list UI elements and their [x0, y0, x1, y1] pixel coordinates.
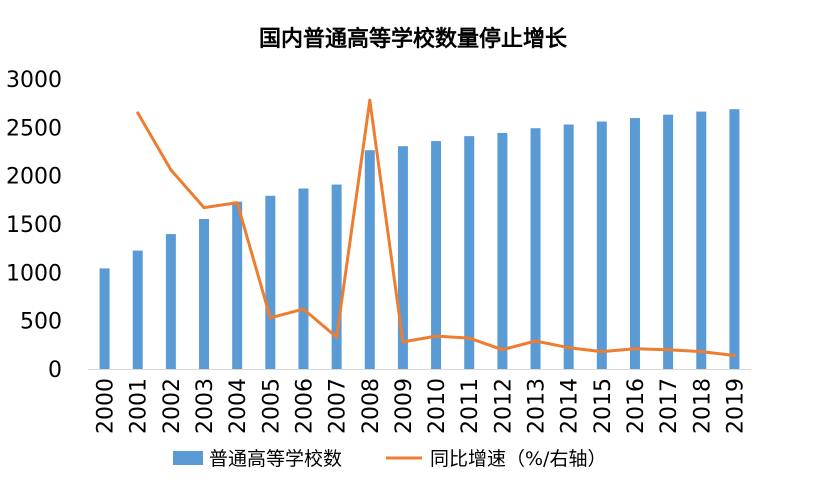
plot-area	[88, 98, 751, 370]
x-tick-label: 2006	[292, 378, 317, 434]
bar	[464, 136, 475, 369]
bar	[397, 146, 408, 369]
bar	[232, 201, 243, 369]
legend-label-line: 同比增速（%/右轴）	[430, 448, 606, 470]
line-point	[301, 307, 305, 311]
bar	[132, 250, 143, 369]
legend-label-bar: 普通高等学校数	[209, 448, 342, 470]
x-tick-label: 2011	[458, 378, 483, 434]
x-tick-label: 2009	[392, 378, 417, 434]
y-tick-label: 0	[48, 358, 62, 383]
bar	[165, 234, 176, 369]
bar	[265, 195, 276, 369]
legend: 普通高等学校数 同比增速（%/右轴）	[173, 448, 606, 470]
line-point	[235, 201, 239, 205]
line-point	[500, 348, 504, 352]
bar	[596, 121, 607, 370]
bar	[497, 132, 508, 369]
bar	[431, 141, 442, 369]
y-axis: 0 500 1000 1500 2000 2500 3000	[6, 68, 62, 383]
line-point	[268, 316, 272, 320]
bar	[99, 268, 110, 369]
line-point	[335, 335, 339, 339]
x-tick-label: 2016	[624, 378, 649, 434]
line-point	[699, 350, 703, 354]
bar	[364, 150, 375, 369]
line-point	[633, 347, 637, 351]
x-tick-label: 2010	[425, 378, 450, 434]
x-tick-label: 2007	[326, 378, 351, 434]
y-tick-label: 2500	[6, 116, 62, 141]
line-point	[169, 168, 173, 172]
y-tick-label: 2000	[6, 165, 62, 190]
x-tick-label: 2002	[160, 378, 185, 434]
bar	[530, 128, 541, 369]
line-point	[534, 339, 538, 343]
line-point	[600, 350, 604, 354]
y-tick-label: 3000	[6, 68, 62, 93]
legend-swatch-bar	[173, 451, 203, 465]
line-point	[732, 353, 736, 357]
x-tick-label: 2005	[259, 378, 284, 434]
line-point	[136, 111, 140, 115]
line-point	[434, 334, 438, 338]
bar	[563, 124, 574, 369]
bar	[696, 111, 707, 370]
bar	[629, 118, 640, 369]
x-tick-label: 2003	[193, 378, 218, 434]
x-tick-label: 2001	[127, 378, 152, 434]
x-tick-label: 2018	[690, 378, 715, 434]
bar	[663, 114, 674, 369]
x-tick-label: 2012	[491, 378, 516, 434]
line-point	[467, 336, 471, 340]
bar	[331, 184, 342, 369]
x-tick-label: 2013	[525, 378, 550, 434]
y-tick-label: 500	[20, 310, 62, 335]
x-tick-label: 2019	[723, 378, 748, 434]
x-tick-label: 2014	[558, 378, 583, 434]
line-point	[202, 206, 206, 210]
line-point	[567, 346, 571, 350]
bar	[199, 218, 210, 369]
x-tick-label: 2004	[226, 378, 251, 434]
x-tick-label: 2017	[657, 378, 682, 434]
chart-title: 国内普通高等学校数量停止增长	[259, 26, 568, 52]
y-tick-label: 1000	[6, 261, 62, 286]
y-tick-label: 1500	[6, 213, 62, 238]
x-tick-label: 2000	[94, 378, 119, 434]
x-axis: 2000 2001 2002 2003 2004 2005 2006 2007 2008 2009…	[94, 378, 749, 434]
x-tick-label: 2008	[359, 378, 384, 434]
line-point	[666, 348, 670, 352]
bar	[298, 188, 309, 369]
line-point	[401, 340, 405, 344]
bar	[729, 109, 740, 369]
x-tick-label: 2015	[591, 378, 616, 434]
line-point	[368, 98, 372, 102]
